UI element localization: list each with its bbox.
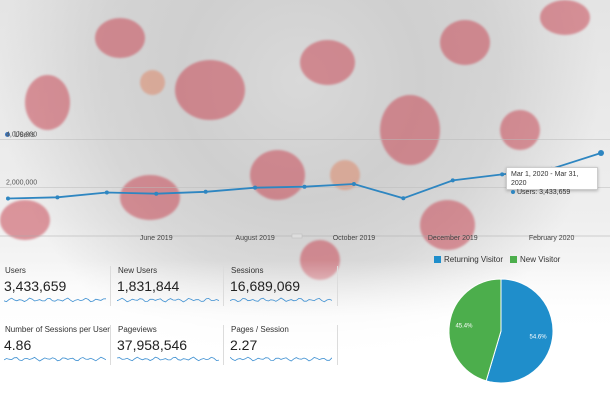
metric-pageviews[interactable]: Pageviews 37,958,546 [117,325,223,381]
metric-value: 3,433,659 [4,278,67,294]
divider [110,266,111,306]
sparkline-path [4,297,106,303]
sparkline-path [230,356,332,362]
chart-legend: Users [5,130,35,139]
metric-pages-per-session[interactable]: Pages / Session 2.27 [230,325,336,381]
sparkline [4,297,106,303]
pie-slice-label: 45.4% [455,324,473,330]
x-tick-label: October 2019 [333,235,376,242]
x-tick-label: February 2020 [529,235,575,242]
pie-slice [485,278,554,384]
x-tick-label: June 2019 [140,235,173,242]
pie-legend-label: Returning Visitor [444,255,503,264]
pie-legend-label: New Visitor [520,255,561,264]
users-line-chart[interactable]: 4,000,000 2,000,000 June 2019 August 2019 Oc… [0,120,610,245]
pie-slice [448,278,502,382]
x-tick-label: December 2019 [428,235,478,242]
sparkline [230,356,332,362]
data-point [104,190,109,195]
y-tick-label: 2,000,000 [6,180,37,187]
metric-value: 2.27 [230,337,258,353]
data-point [450,178,455,183]
metric-new-users[interactable]: New Users 1,831,844 [117,266,223,322]
sparkline-path [117,356,219,362]
chart-tooltip: Mar 1, 2020 - Mar 31, 2020 Users: 3,433,… [506,167,598,196]
data-point [55,195,60,200]
data-point [203,189,208,194]
visitor-pie-chart[interactable]: 54.6% 45.4% [446,276,556,386]
metric-label: Users [5,266,26,275]
data-point [302,184,307,189]
data-point [6,196,10,201]
metric-label: Sessions [231,266,264,275]
series-dot-icon [5,132,10,138]
tooltip-value: Users: 3,433,659 [517,189,571,196]
tooltip-title: Mar 1, 2020 - Mar 31, 2020 [511,171,579,187]
data-point [351,182,356,187]
metric-label: Pageviews [118,325,157,334]
divider [110,325,111,365]
metric-sessions[interactable]: Sessions 16,689,069 [230,266,336,322]
data-point [253,185,258,190]
range-handle [291,233,303,239]
divider [223,266,224,306]
legend-users-label: Users [14,130,35,139]
sparkline [230,297,332,303]
data-point [598,150,604,157]
returning-swatch-icon [434,256,441,264]
metric-label: Pages / Session [231,325,289,334]
data-point [154,191,159,196]
sparkline-path [117,297,219,303]
metric-value: 16,689,069 [230,278,301,294]
metric-value: 4.86 [4,337,32,353]
tooltip-dot-icon [511,190,515,195]
sparkline [117,356,219,362]
sparkline-path [230,297,332,303]
data-point [500,172,505,177]
new-swatch-icon [510,256,517,264]
data-point [401,196,406,201]
pie-legend-new[interactable]: New Visitor [510,255,560,264]
pie-legend-returning[interactable]: Returning Visitor [434,255,503,264]
y-tick-label: 4,000,000 [6,131,37,138]
x-tick-label: August 2019 [235,235,274,242]
sparkline [4,356,106,362]
metric-label: New Users [118,266,158,275]
metric-value: 1,831,844 [117,278,180,294]
metric-label: Number of Sessions per User [5,325,110,334]
metric-users[interactable]: Users 3,433,659 [4,266,110,322]
divider [223,325,224,365]
divider [337,325,338,365]
sparkline [117,297,219,303]
pie-slice-label: 54.6% [530,334,548,340]
divider [337,266,338,306]
metric-sessions-per-user[interactable]: Number of Sessions per User 4.86 [4,325,110,381]
sparkline-path [4,356,106,362]
metric-value: 37,958,546 [117,337,188,353]
